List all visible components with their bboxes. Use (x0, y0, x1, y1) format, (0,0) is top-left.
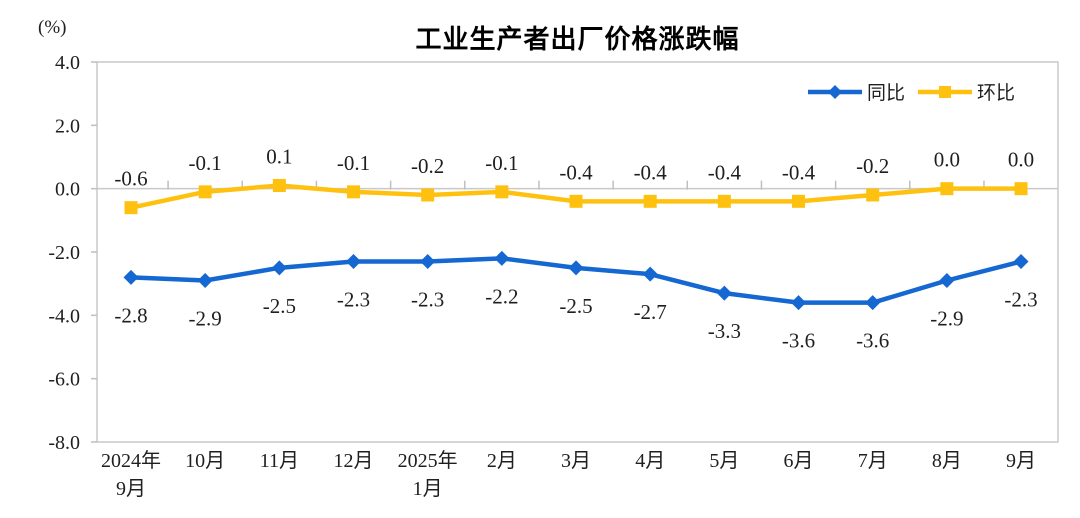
x-tick-label: 2025年 (398, 449, 458, 472)
legend-label-1: 环比 (977, 82, 1015, 104)
square-marker (717, 194, 731, 208)
x-tick-label: 9月 (116, 478, 146, 500)
diamond-marker (791, 295, 807, 311)
diamond-marker (865, 295, 881, 311)
x-tick-label: 9月 (1006, 450, 1036, 472)
diamond-marker (271, 260, 287, 276)
data-label: -2.5 (559, 294, 592, 318)
x-tick-label: 5月 (709, 450, 739, 472)
square-marker (792, 194, 806, 208)
square-marker (347, 185, 361, 199)
square-marker (272, 179, 286, 192)
x-tick-label: 2月 (487, 450, 517, 472)
y-tick-label: -2.0 (48, 242, 80, 264)
x-tick-label: 8月 (932, 450, 962, 472)
data-label: -0.2 (411, 154, 444, 178)
diamond-marker (568, 260, 584, 276)
x-tick-label: 12月 (334, 450, 374, 472)
diamond-marker (420, 254, 436, 269)
square-marker (1014, 182, 1028, 196)
x-tick-label: 4月 (635, 450, 665, 472)
data-label: 0.0 (1008, 148, 1034, 172)
x-tick-label: 6月 (784, 450, 814, 472)
data-label: -0.1 (337, 151, 370, 175)
square-marker (198, 185, 212, 199)
data-label: -3.6 (782, 329, 815, 353)
legend-diamond-marker (828, 85, 842, 99)
square-marker (495, 185, 509, 199)
data-label: -0.4 (708, 160, 742, 184)
square-marker (940, 182, 954, 196)
square-marker (643, 194, 657, 208)
y-tick-label: 2.0 (55, 115, 80, 137)
data-label: -2.8 (114, 303, 147, 327)
diamond-marker (346, 254, 362, 269)
diamond-marker (123, 269, 139, 285)
data-label: -2.5 (263, 294, 296, 318)
x-tick-label: 11月 (260, 450, 299, 472)
diamond-marker (494, 250, 510, 266)
y-tick-label: 4.0 (55, 52, 80, 74)
data-label: -0.1 (485, 151, 518, 175)
square-marker (421, 188, 435, 202)
y-tick-label: -4.0 (48, 305, 80, 327)
chart-title: 工业生产者出厂价格涨跌幅 (415, 24, 740, 54)
data-label: 0.0 (934, 148, 960, 172)
y-tick-label: -6.0 (48, 369, 80, 391)
data-label: -2.2 (485, 284, 518, 308)
x-tick-label: 10月 (185, 450, 225, 472)
data-label: -0.4 (634, 160, 668, 184)
data-label: -2.7 (634, 300, 667, 324)
data-label: 0.1 (266, 145, 292, 169)
diamond-marker (716, 285, 732, 301)
data-label: -2.3 (1004, 288, 1037, 312)
x-tick-label: 7月 (858, 450, 888, 472)
legend-square-marker (939, 86, 951, 98)
data-label: -0.6 (114, 167, 147, 191)
diamond-marker (939, 273, 955, 288)
data-label: -2.9 (930, 307, 963, 331)
data-label: -0.1 (189, 151, 222, 175)
y-tick-label: 0.0 (55, 179, 80, 201)
x-tick-label: 1月 (413, 478, 443, 500)
data-label: -0.4 (559, 160, 593, 184)
data-label: -0.4 (782, 160, 816, 184)
diamond-marker (197, 273, 213, 288)
plot-border (96, 61, 1059, 443)
square-marker (124, 201, 138, 215)
x-tick-label: 3月 (561, 450, 591, 472)
x-tick-label: 2024年 (101, 449, 161, 472)
data-label: -2.3 (337, 288, 370, 312)
diamond-marker (1013, 254, 1029, 269)
y-axis-unit-label: (%) (38, 17, 67, 38)
data-label: -3.3 (708, 319, 741, 343)
data-label: -0.2 (856, 154, 889, 178)
data-label: -3.6 (856, 329, 889, 353)
data-label: -2.9 (189, 307, 222, 331)
square-marker (866, 188, 880, 202)
legend-label-0: 同比 (867, 82, 905, 104)
square-marker (569, 194, 583, 208)
diamond-marker (642, 266, 658, 282)
y-tick-label: -8.0 (48, 432, 80, 454)
data-label: -2.3 (411, 288, 444, 312)
